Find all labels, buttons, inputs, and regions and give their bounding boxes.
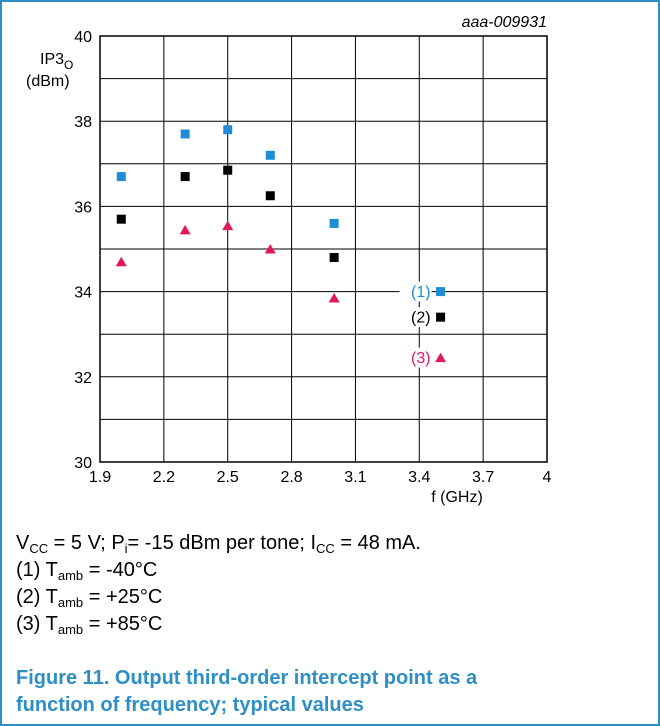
x-tick-label: 3.4 [408, 469, 430, 486]
data-point-series-2 [116, 214, 126, 224]
y-tick-label: 30 [74, 455, 92, 472]
y-tick-label: 38 [74, 114, 92, 131]
data-point-series-1 [116, 172, 126, 182]
figure-caption: Figure 11. Output third-order intercept … [16, 665, 616, 719]
data-point-series-1 [223, 125, 233, 135]
x-tick-label: 2.2 [153, 469, 175, 486]
x-axis-label: f (GHz) [431, 489, 483, 506]
data-point-series-2 [180, 172, 190, 182]
series-label-bg-3 [399, 347, 432, 368]
caption-line-2: function of frequency; typical values [16, 694, 364, 716]
data-point-series-2 [265, 191, 275, 201]
y-axis-label: IP3O [40, 51, 73, 72]
y-tick-label: 32 [74, 370, 92, 387]
data-point-series-1 [436, 287, 446, 297]
y-tick-label: 36 [74, 199, 92, 216]
x-tick-label: 4 [543, 469, 552, 486]
note-item-2: (2) Tamb = +25°C [16, 586, 163, 610]
y-axis-unit: (dBm) [26, 73, 70, 90]
chart-grid [99, 35, 548, 463]
note-item-1: (1) Tamb = -40°C [16, 559, 158, 583]
figure-code: aaa-009931 [462, 14, 547, 31]
series-label-bg-1 [399, 281, 432, 302]
data-point-series-2 [223, 165, 233, 175]
figure-notes: VCC = 5 V; Pi= -15 dBm per tone; ICC = 4… [16, 530, 646, 638]
chart-marks: (1) (2) (3) [115, 125, 447, 368]
series-label-bg-2 [399, 307, 432, 328]
x-tick-label: 1.9 [89, 469, 111, 486]
x-tick-label: 3.1 [344, 469, 366, 486]
plot-border [99, 35, 548, 463]
data-point-series-3 [435, 352, 447, 363]
data-point-series-1 [329, 218, 339, 228]
note-item-3: (3) Tamb = +85°C [16, 613, 163, 637]
series-label-1: (1) [411, 284, 431, 301]
series-label-3: (3) [411, 350, 431, 367]
series-label-2: (2) [411, 310, 431, 327]
data-point-series-2 [329, 253, 339, 263]
x-tick-label: 2.8 [280, 469, 302, 486]
data-point-series-3 [264, 244, 276, 254]
chart-tick-labels: 1.9 2.2 2.5 2.8 3.1 3.4 3.7 4 30 32 34 36 38 40 [74, 29, 551, 486]
y-tick-label: 40 [74, 29, 92, 46]
data-point-series-3 [328, 292, 340, 303]
ip3-chart: 1.9 2.2 2.5 2.8 3.1 3.4 3.7 4 30 32 34 36 38 40 (1) (2… [26, 14, 552, 506]
data-point-series-3 [179, 224, 191, 235]
data-point-series-1 [265, 150, 275, 160]
data-point-series-3 [222, 220, 234, 231]
data-point-series-3 [115, 256, 127, 267]
data-point-series-1 [180, 129, 190, 139]
x-tick-label: 3.7 [472, 469, 494, 486]
caption-line-1: Figure 11. Output third-order intercept … [16, 667, 478, 689]
data-point-series-2 [436, 312, 446, 322]
conditions-line: VCC = 5 V; Pi= -15 dBm per tone; ICC = 4… [16, 532, 421, 556]
y-tick-label: 34 [74, 285, 92, 302]
x-tick-label: 2.5 [217, 469, 239, 486]
